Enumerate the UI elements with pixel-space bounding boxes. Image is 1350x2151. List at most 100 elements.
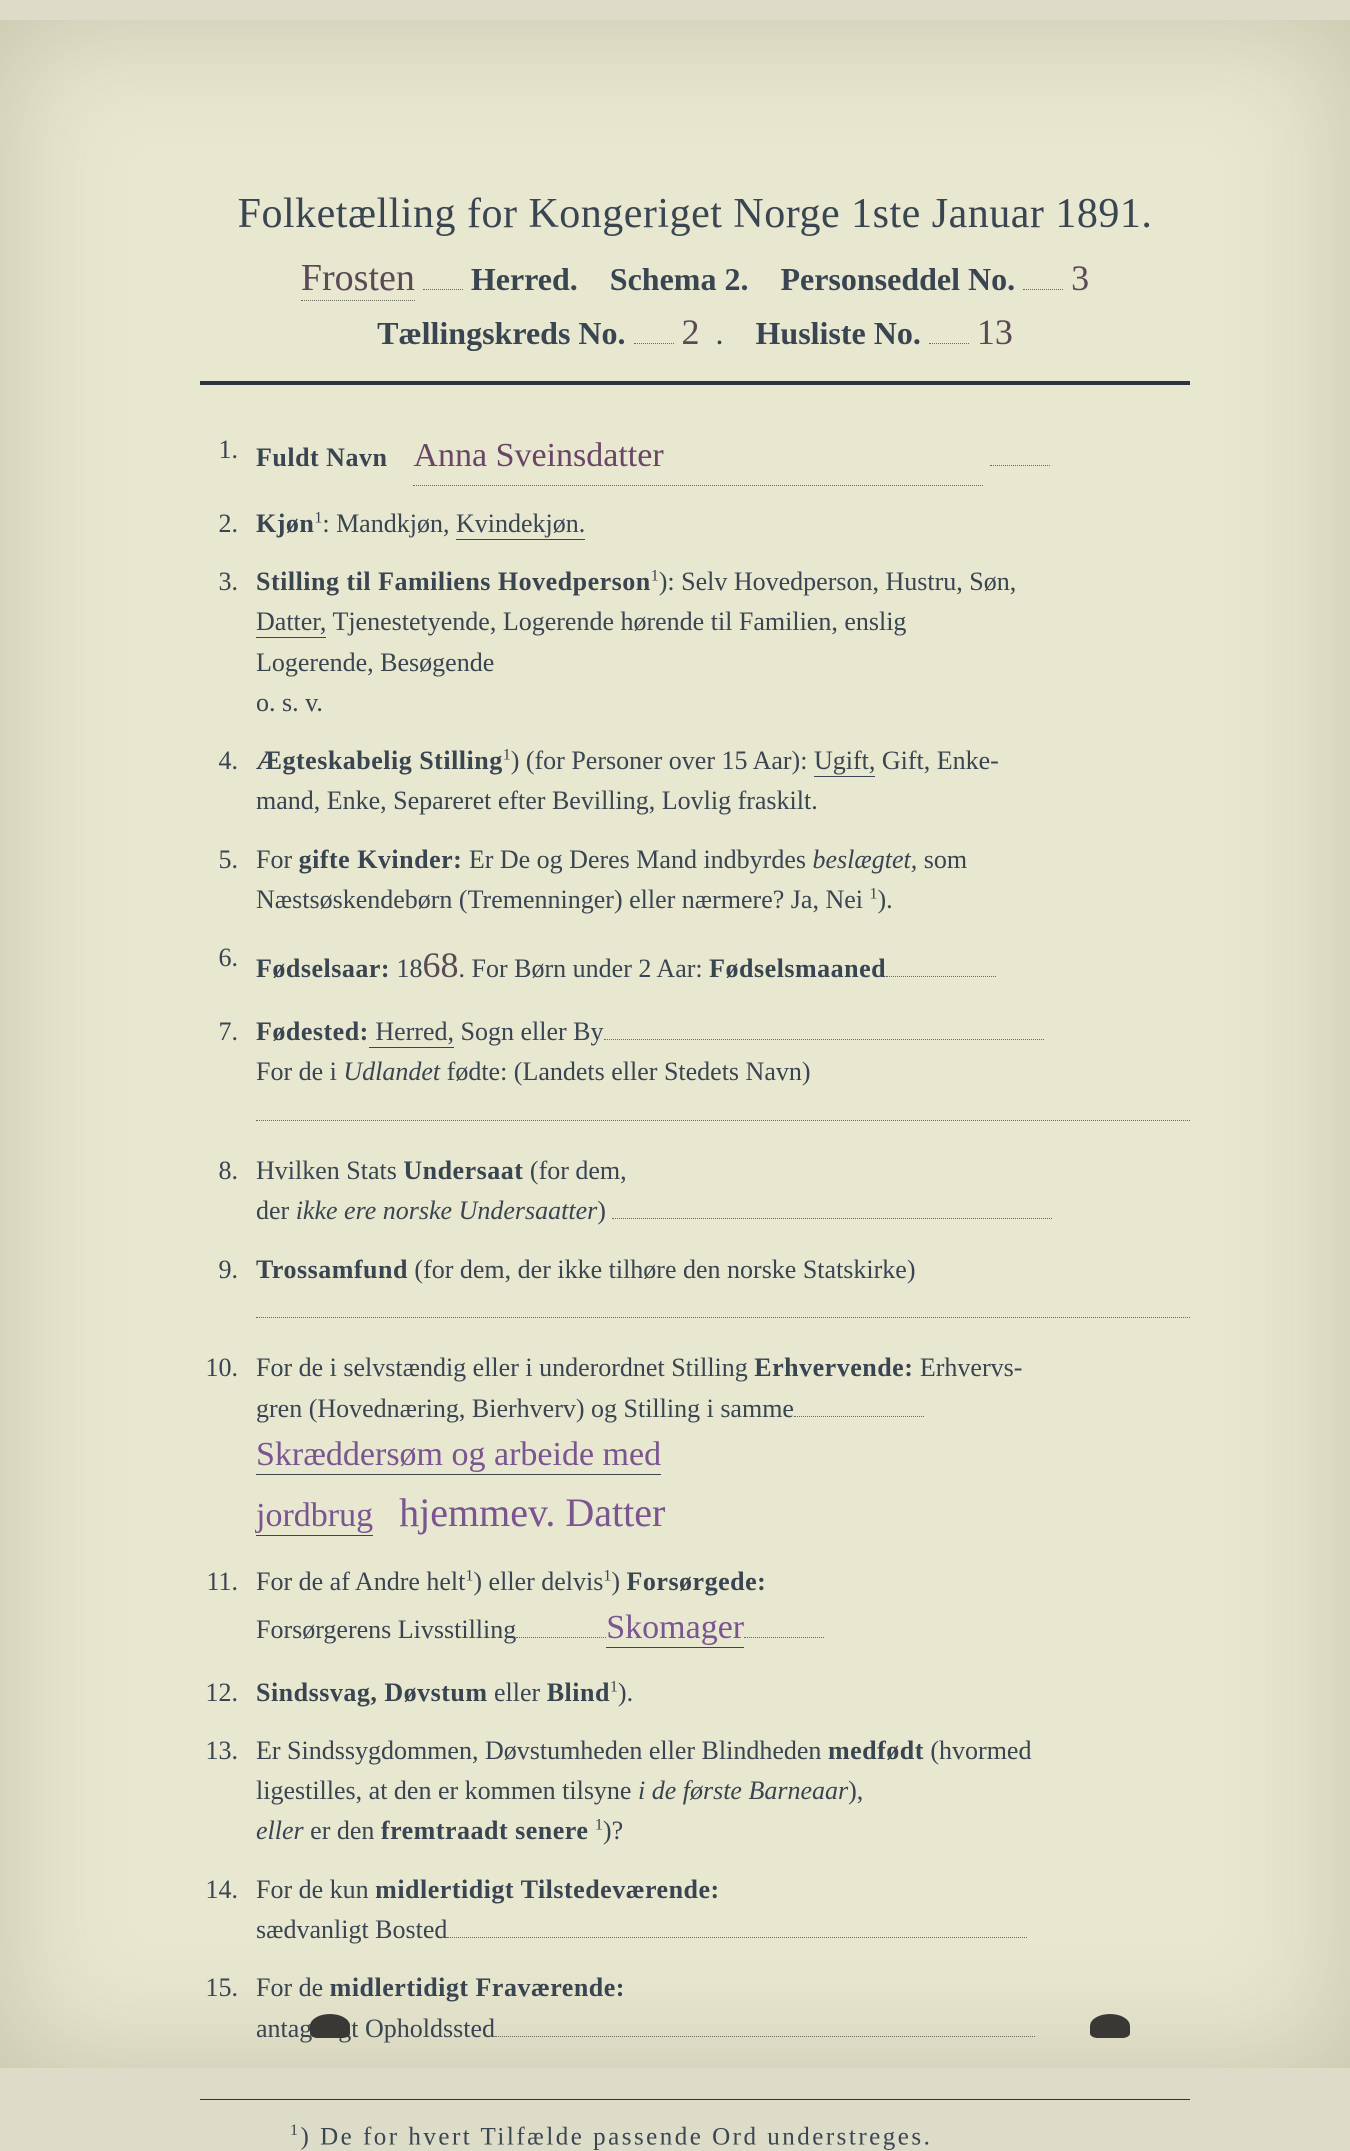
q4-rest: Gift, Enke- [875, 746, 998, 775]
q13-line2a: ligestilles, at den er kommen tilsyne [256, 1776, 638, 1805]
period: . [708, 315, 748, 351]
q13-a: Er Sindssygdommen, Døvstumheden eller Bl… [256, 1736, 828, 1765]
item-number: 14. [200, 1870, 256, 1951]
item-body: For de af Andre helt1) eller delvis1) Fo… [256, 1562, 1190, 1655]
q5-label: gifte Kvinder: [299, 845, 463, 874]
item-number: 13. [200, 1731, 256, 1852]
q1-label: Fuldt Navn [256, 443, 387, 472]
item-12: 12. Sindssvag, Døvstum eller Blind1). [200, 1673, 1190, 1713]
q10-line2-text: gren (Hovednæring, Bierhverv) og Stillin… [256, 1394, 794, 1423]
q4-ugift-underlined: Ugift, [814, 746, 875, 777]
q6-year-handwritten: 68 [423, 945, 459, 985]
item-body: Fuldt Navn Anna Sveinsdatter [256, 430, 1190, 486]
item-body: Hvilken Stats Undersaat (for dem, der ik… [256, 1151, 1190, 1232]
q10-a: For de i selvstændig eller i underordnet… [256, 1353, 754, 1382]
q5-rest: som [917, 845, 967, 874]
item-7: 7. Fødested: Herred, Sogn eller By For d… [200, 1012, 1190, 1133]
q13-eller: eller [256, 1816, 304, 1845]
q5-text: Er De og Deres Mand indbyrdes [462, 845, 812, 874]
item-body: Fødested: Herred, Sogn eller By For de i… [256, 1012, 1190, 1133]
q14-line2-text: sædvanligt Bosted [256, 1915, 447, 1944]
q11-label: Forsørgede: [627, 1567, 767, 1596]
dot-filler [990, 440, 1050, 466]
q7-line2b: fødte: (Landets eller Stedets Navn) [440, 1057, 810, 1086]
footnote-marker: 1 [290, 2122, 301, 2139]
q6-rest: . For Børn under 2 Aar: [459, 954, 710, 983]
personseddel-no-handwritten: 3 [1071, 258, 1089, 298]
herred-handwritten: Frosten [301, 256, 415, 301]
dot-filler [1023, 258, 1063, 290]
q7-label: Fødested: [256, 1017, 369, 1046]
form-items: 1. Fuldt Navn Anna Sveinsdatter 2. Kjøn1… [200, 430, 1190, 2049]
item-3: 3. Stilling til Familiens Hovedperson1):… [200, 562, 1190, 723]
schema-label: Schema 2. [610, 261, 749, 297]
q2-label: Kjøn [256, 509, 314, 538]
q13-senere: fremtraadt senere [381, 1816, 589, 1845]
form-title: Folketælling for Kongeriget Norge 1ste J… [200, 190, 1190, 238]
q7-line2a: For de i [256, 1057, 343, 1086]
q5-paren: ). [878, 885, 893, 914]
item-5: 5. For gifte Kvinder: Er De og Deres Man… [200, 840, 1190, 921]
q8-line2a: der [256, 1196, 296, 1225]
q10-hw-line2: jordbrug hjemmev. Datter [256, 1482, 1190, 1544]
q7-blank-line [256, 1093, 1190, 1133]
item-number: 10. [200, 1348, 256, 1543]
q4-line2: mand, Enke, Separeret efter Bevilling, L… [256, 781, 1190, 821]
item-number: 15. [200, 1968, 256, 2049]
q14-label: midlertidigt Tilstedeværende: [375, 1875, 720, 1904]
q3-line4: o. s. v. [256, 683, 1190, 723]
item-2: 2. Kjøn1: Mandkjøn, Kvindekjøn. [200, 504, 1190, 544]
q13-line2b: ), [848, 1776, 863, 1805]
item-body: Er Sindssygdommen, Døvstumheden eller Bl… [256, 1731, 1190, 1852]
q7-line2: For de i Udlandet fødte: (Landets eller … [256, 1052, 1190, 1092]
q2-kvindekjon-underlined: Kvindekjøn. [456, 509, 585, 540]
q10-hw-line1: Skræddersøm og arbeide med [256, 1429, 1190, 1482]
dot-filler [886, 951, 996, 977]
item-number: 7. [200, 1012, 256, 1133]
q10-hw2: jordbrug [256, 1497, 373, 1536]
census-form-page: Folketælling for Kongeriget Norge 1ste J… [0, 20, 1350, 2068]
q13-line3: eller er den fremtraadt senere 1)? [256, 1811, 1190, 1851]
q8-line2: der ikke ere norske Undersaatter) [256, 1191, 1190, 1231]
q7-herred-underlined: Herred, [369, 1017, 454, 1048]
item-number: 3. [200, 562, 256, 723]
header-row-1: Frosten Herred. Schema 2. Personseddel N… [200, 256, 1190, 301]
q3-line2b: Tjenestetyende, Logerende hørende til Fa… [326, 607, 906, 636]
item-number: 12. [200, 1673, 256, 1713]
dot-filler [256, 1095, 1190, 1121]
q15-line2: antageligt Opholdssted [256, 2009, 1190, 2049]
q15-line2-text: antageligt Opholdssted [256, 2014, 495, 2043]
q11-b: ) eller delvis [473, 1567, 603, 1596]
q5-beslaegtet: beslægtet, [813, 845, 918, 874]
footnote-body: ) De for hvert Tilfælde passende Ord und… [301, 2123, 933, 2150]
item-15: 15. For de midlertidigt Fraværende: anta… [200, 1968, 1190, 2049]
q2-text: : Mandkjøn, [322, 509, 456, 538]
q4-text: ) (for Personer over 15 Aar): [511, 746, 814, 775]
item-body: Kjøn1: Mandkjøn, Kvindekjøn. [256, 504, 1190, 544]
paper-tear-left [310, 2014, 350, 2038]
q10-hw1: Skræddersøm og arbeide med [256, 1436, 661, 1475]
item-body: For de midlertidigt Fraværende: antageli… [256, 1968, 1190, 2049]
husliste-no-handwritten: 13 [977, 312, 1013, 352]
paper-tear-right [1090, 2014, 1130, 2038]
q15-a: For de [256, 1973, 330, 2002]
q1-name-handwritten: Anna Sveinsdatter [413, 430, 983, 486]
item-number: 1. [200, 430, 256, 486]
q6-18: 18 [390, 954, 423, 983]
item-8: 8. Hvilken Stats Undersaat (for dem, der… [200, 1151, 1190, 1232]
item-13: 13. Er Sindssygdommen, Døvstumheden elle… [200, 1731, 1190, 1852]
q7-text: Sogn eller By [454, 1017, 604, 1046]
q9-text: (for dem, der ikke tilhøre den norske St… [408, 1255, 916, 1284]
item-number: 9. [200, 1250, 256, 1331]
footnote-ref: 1 [610, 1678, 618, 1695]
footnote-ref: 1 [870, 885, 878, 902]
kreds-no-handwritten: 2 [682, 312, 700, 352]
footnote-ref: 1 [503, 747, 511, 764]
kreds-label: Tællingskreds No. [377, 315, 625, 351]
dot-filler [634, 312, 674, 344]
item-body: For de kun midlertidigt Tilstedeværende:… [256, 1870, 1190, 1951]
item-1: 1. Fuldt Navn Anna Sveinsdatter [200, 430, 1190, 486]
q11-c: ) [611, 1567, 626, 1596]
item-body: Trossamfund (for dem, der ikke tilhøre d… [256, 1250, 1190, 1331]
q3-line3: Logerende, Besøgende [256, 643, 1190, 683]
